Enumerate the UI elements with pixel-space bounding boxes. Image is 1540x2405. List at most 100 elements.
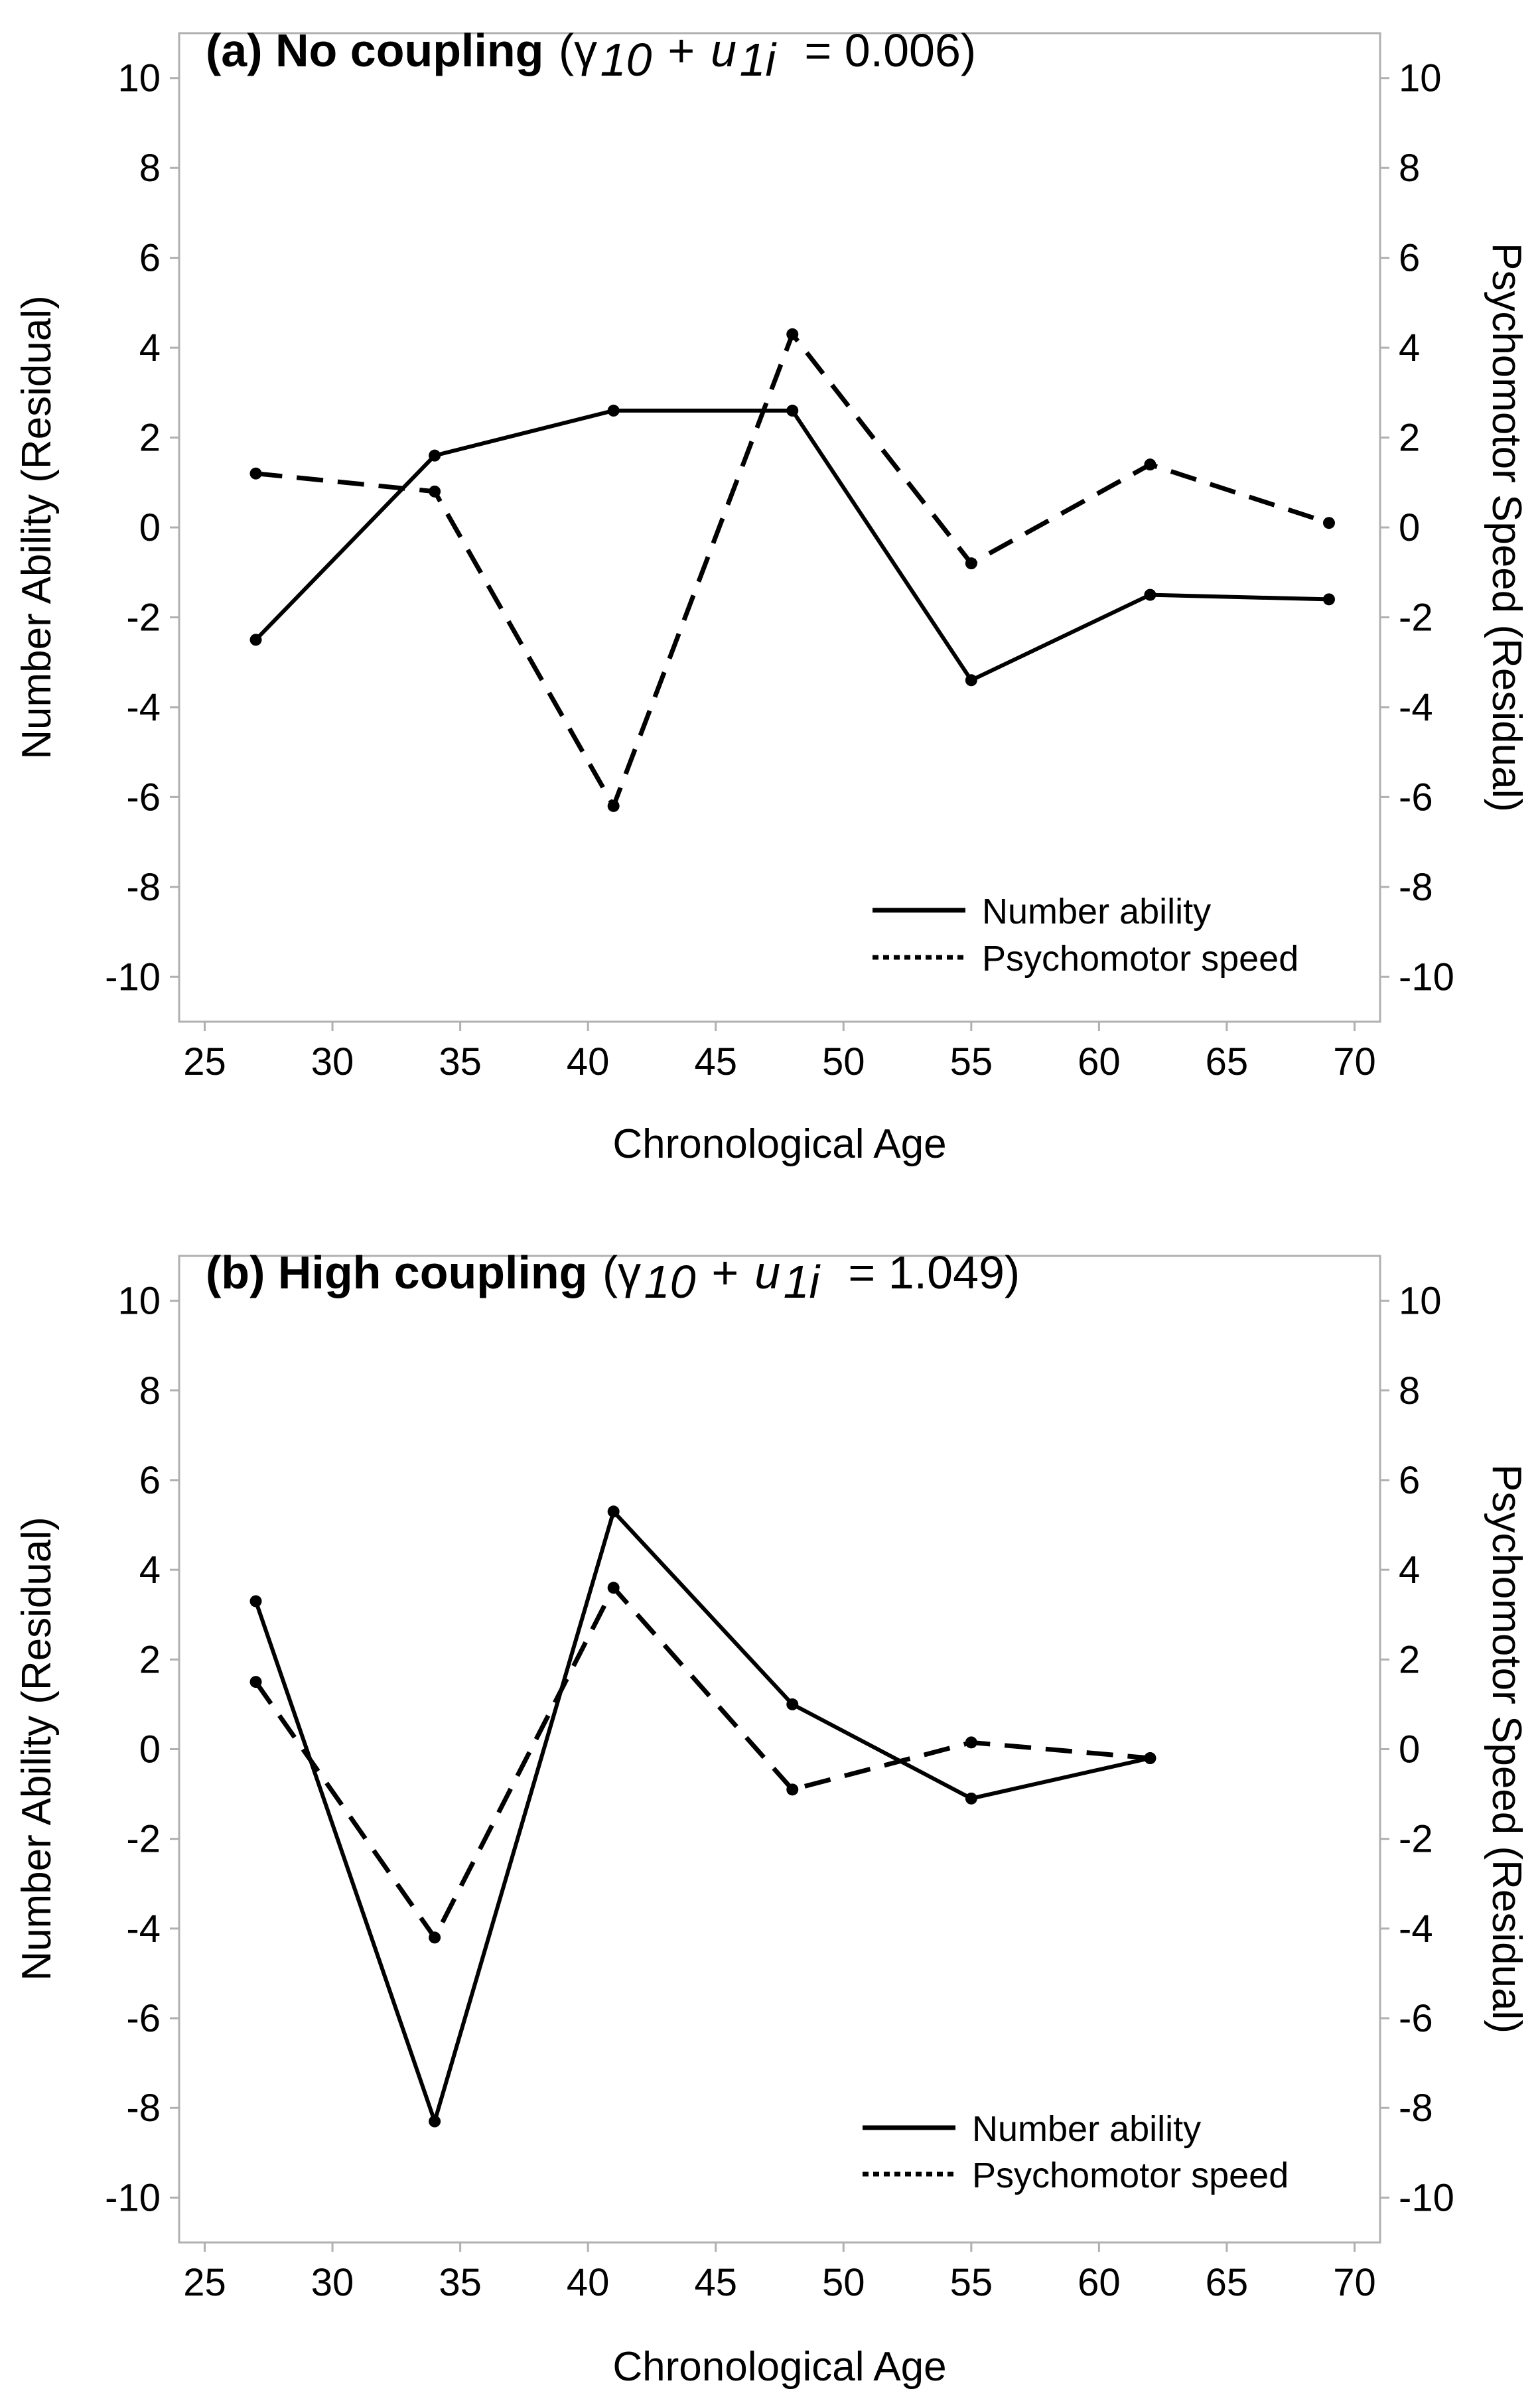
y-tick-label-right: 4 [1399,326,1420,370]
y-tick-label-right: -8 [1399,866,1433,909]
x-tick-label: 35 [439,2261,482,2304]
legend-label-number-ability: Number ability [982,892,1211,931]
x-axis-label: Chronological Age [612,2344,946,2390]
y-tick-label-left: 8 [139,147,161,190]
panel-title-open: (γ [602,1247,641,1298]
axis-ticks: 25 30 35 40 45 50 55 60 65 70-10 -10-8 -8-6 -6-4 -4-2… [105,1280,1454,2304]
data-point [249,1676,262,1688]
y-tick-label-left: 0 [139,506,161,549]
y-tick-label-right: -10 [1399,955,1454,998]
data-point [1144,588,1156,601]
x-tick-label: 45 [694,2261,737,2304]
panel-a: 25 30 35 40 45 50 55 60 65 70-10 -10-8 -8-6 -6-4 -4-2… [14,25,1529,1167]
panel-title-sub2: 1i [784,1256,821,1308]
panel-title-open: (γ [559,25,597,76]
panel-title-bold: (b) High coupling [206,1247,587,1298]
x-tick-label: 60 [1078,1040,1121,1083]
y-tick-label-left: -10 [105,955,161,998]
legend-label-number-ability: Number ability [972,2109,1201,2149]
y-tick-label-right: -2 [1399,596,1433,639]
panel-title-plus: + [655,25,708,76]
panel-title: (a) No coupling (γ 10 + u 1i = 0.006) [206,25,976,86]
legend: Number ability Psychomotor speed [863,2109,1289,2195]
data-point [1322,517,1335,529]
legend: Number ability Psychomotor speed [873,892,1298,979]
y-tick-label-left: 10 [117,57,161,100]
axis-ticks: 25 30 35 40 45 50 55 60 65 70-10 -10-8 -8-6 -6-4 -4-2… [105,57,1454,1083]
panel-title-bold: (a) No coupling [206,25,543,76]
y-tick-label-left: 6 [139,1459,161,1502]
y-tick-label-right: -4 [1399,686,1433,729]
y-axis-label-left: Number Ability (Residual) [14,1517,60,1980]
y-tick-label-left: 4 [139,326,161,370]
data-point [965,1736,977,1749]
x-axis-label: Chronological Age [612,1121,946,1167]
plot-frame [178,1255,1381,2244]
y-tick-label-right: -2 [1399,1818,1433,1861]
data-point [607,799,620,812]
y-tick-label-right: -10 [1399,2176,1454,2219]
y-tick-label-right: 4 [1399,1548,1420,1592]
x-tick-label: 40 [567,1040,610,1083]
data-point [249,467,262,480]
y-tick-label-left: 8 [139,1369,161,1412]
y-tick-label-left: 0 [139,1728,161,1771]
series-line-number-ability [254,408,1330,683]
x-tick-label: 25 [183,1040,226,1083]
data-point [965,557,977,570]
y-tick-label-right: 10 [1399,57,1442,100]
y-axis-label-right: Psychomotor Speed (Residual) [1484,243,1529,812]
data-point [607,1582,620,1594]
x-tick-label: 70 [1333,2261,1376,2304]
x-tick-label: 35 [439,1040,482,1083]
series-line-number-ability [253,1509,1151,2124]
y-tick-label-left: 10 [117,1280,161,1323]
y-tick-label-right: -4 [1399,1907,1433,1951]
y-tick-label-right: -6 [1399,776,1433,819]
y-tick-label-right: 2 [1399,417,1420,460]
panel-b: 25 30 35 40 45 50 55 60 65 70-10 -10-8 -8-6 -6-4 -4-2… [14,1247,1529,2390]
y-tick-label-right: 0 [1399,1728,1420,1771]
y-tick-label-right: 2 [1399,1638,1420,1681]
x-tick-label: 30 [311,2261,354,2304]
data-point [1322,593,1335,606]
data-point [786,328,799,340]
panel-title-value: = 0.006) [779,25,977,76]
x-tick-label: 65 [1206,1040,1249,1083]
data-point [965,674,977,687]
y-tick-label-left: -2 [126,1818,161,1861]
x-tick-label: 40 [567,2261,610,2304]
y-tick-label-right: 0 [1399,506,1420,549]
panel-title-sub1: 10 [600,34,652,86]
x-tick-label: 65 [1206,2261,1249,2304]
x-tick-label: 55 [950,2261,993,2304]
legend-label-psychomotor-speed: Psychomotor speed [982,939,1298,979]
y-tick-label-right: -8 [1399,2087,1433,2130]
x-tick-label: 60 [1078,2261,1121,2304]
y-tick-label-left: -4 [126,1907,161,1951]
x-tick-label: 45 [694,1040,737,1083]
y-tick-label-left: -8 [126,866,161,909]
y-tick-label-right: 6 [1399,237,1420,280]
y-tick-label-right: 8 [1399,147,1420,190]
x-tick-label: 55 [950,1040,993,1083]
y-tick-label-left: -8 [126,2087,161,2130]
y-tick-label-left: -6 [126,776,161,819]
panel-title-value: = 1.049) [823,1247,1020,1298]
panel-title-sub2: 1i [740,34,778,86]
data-point [249,1595,262,1608]
data-point [429,2115,441,2128]
y-axis-label-right: Psychomotor Speed (Residual) [1484,1464,1529,2033]
data-point [607,404,620,417]
data-point [429,485,441,498]
y-tick-label-right: 8 [1399,1369,1420,1412]
panel-title-u: u [711,25,736,76]
y-tick-label-left: 6 [139,237,161,280]
x-tick-label: 70 [1333,1040,1376,1083]
data-point [1144,458,1156,471]
data-point [249,634,262,646]
y-tick-label-left: -4 [126,686,161,729]
data-point [607,1505,620,1518]
data-point [965,1792,977,1805]
